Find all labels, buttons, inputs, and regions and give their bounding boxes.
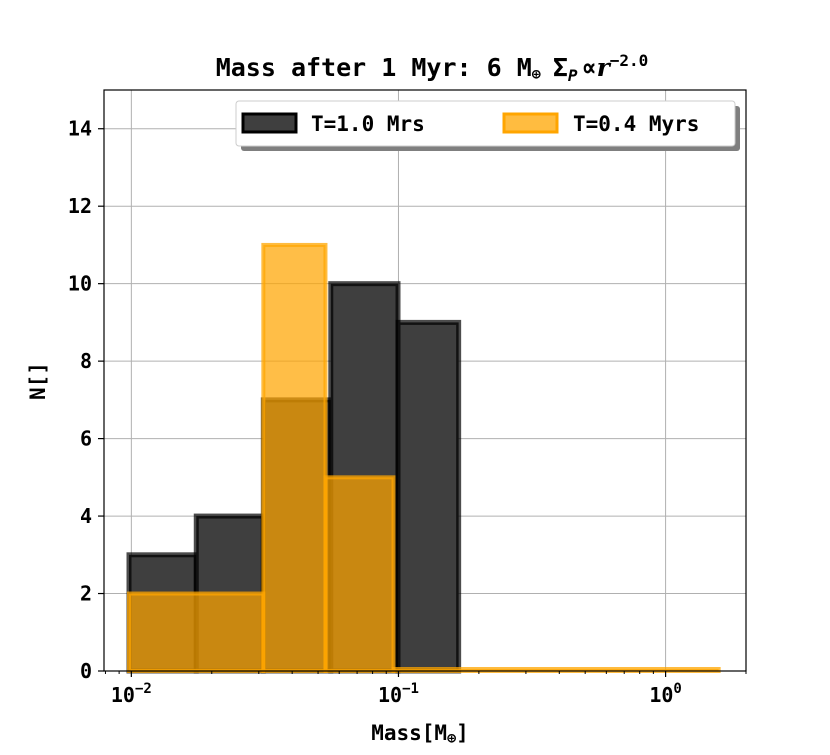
y-axis-label: N[] [26,362,50,400]
histogram-bar [323,475,396,674]
legend: T=1.0 Mrs T=0.4 Myrs [235,100,740,151]
y-tick-label: 10 [68,272,92,296]
title-r: r [597,53,612,82]
y-tick-label: 0 [80,659,92,683]
y-tick-label: 6 [80,427,92,451]
title-earth-symbol: ⊕ [532,65,541,83]
y-tick-label: 8 [80,349,92,373]
x-tick-label: 10−1 [378,681,419,707]
x-tick-label: 10−2 [111,681,152,707]
x-axis-label-close: ] [456,721,469,745]
histogram-bars [126,242,721,674]
histogram-bar [395,319,462,674]
title-main-text: Mass after 1 Myr: 6 M [216,53,532,82]
x-axis-ticks: 10−2 10−1 100 [104,671,747,707]
x-axis-label-main: Mass[M [371,721,447,745]
x-axis-label: Mass[M⊕] [371,721,469,747]
plot-area-frame [103,89,747,672]
legend-label-series-2: T=0.4 Myrs [573,112,699,136]
y-tick-label: 12 [68,194,92,218]
chart-title: Mass after 1 Myr: 6 M⊕ ΣP ∝r−2.0 [216,51,649,85]
y-tick-label: 4 [80,504,92,528]
y-axis-ticks: 0 2 4 6 8 10 12 14 [68,117,104,683]
legend-box [235,100,736,147]
histogram-bar [127,591,266,673]
title-r-exponent: −2.0 [610,51,649,70]
histogram-bar [261,242,328,674]
legend-swatch-series-2 [502,112,559,134]
x-axis-label-earth-symbol: ⊕ [447,729,456,747]
legend-label-series-1: T=1.0 Mrs [311,112,425,136]
title-proportional-symbol: ∝ [582,53,597,82]
title-sigma-subscript: P [568,66,578,85]
y-tick-label: 2 [80,582,92,606]
y-tick-label: 14 [68,117,92,141]
legend-swatch-series-1 [241,112,298,134]
title-sigma: Σ [553,53,568,82]
x-tick-label: 100 [649,681,682,707]
